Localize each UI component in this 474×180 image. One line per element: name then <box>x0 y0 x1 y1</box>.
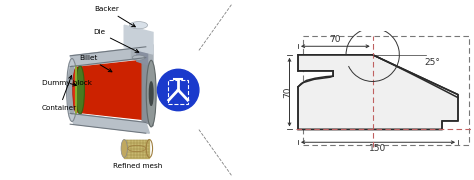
Text: 25°: 25° <box>424 58 440 67</box>
Ellipse shape <box>132 55 145 60</box>
Ellipse shape <box>129 22 147 29</box>
Text: 70: 70 <box>283 86 292 98</box>
Bar <box>168 80 188 103</box>
Ellipse shape <box>121 140 128 158</box>
Polygon shape <box>142 59 153 126</box>
Text: Billet: Billet <box>79 55 112 72</box>
Ellipse shape <box>68 66 76 114</box>
Polygon shape <box>124 140 149 158</box>
Ellipse shape <box>146 60 156 127</box>
Polygon shape <box>70 113 149 133</box>
Polygon shape <box>137 47 147 65</box>
Text: 150: 150 <box>369 144 387 153</box>
Text: Backer: Backer <box>94 6 135 27</box>
Text: Refined mesh: Refined mesh <box>113 163 162 169</box>
Polygon shape <box>131 40 153 63</box>
Polygon shape <box>76 60 146 120</box>
Ellipse shape <box>76 66 84 114</box>
Circle shape <box>157 69 199 111</box>
Ellipse shape <box>73 67 80 113</box>
Text: 70: 70 <box>329 35 341 44</box>
Text: Die: Die <box>93 29 139 52</box>
Ellipse shape <box>149 82 153 105</box>
Polygon shape <box>298 55 458 129</box>
Bar <box>303 36 469 145</box>
Text: Dummy block: Dummy block <box>43 80 92 86</box>
Polygon shape <box>124 25 153 54</box>
Ellipse shape <box>67 58 77 122</box>
Polygon shape <box>70 47 149 67</box>
Text: Container: Container <box>42 76 77 111</box>
